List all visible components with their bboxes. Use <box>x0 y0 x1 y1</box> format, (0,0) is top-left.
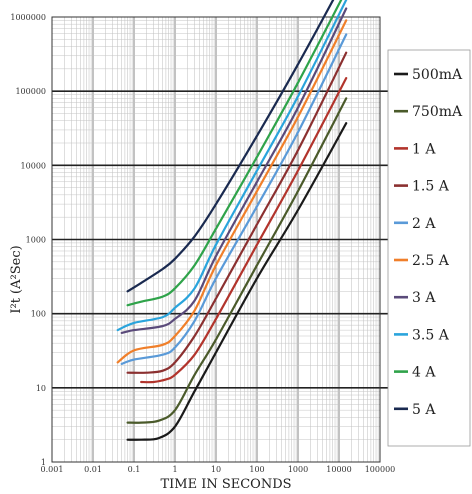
series-line-3a <box>120 7 348 334</box>
tick-labels: 0.001 0.01 0.1 1 10 100 1000 10000 100000 1 10 100 1… <box>10 13 395 474</box>
x-axis-title: TIME IN SECONDS <box>160 477 291 492</box>
x-tick-label: 1 <box>172 465 177 474</box>
legend-label: 1 A <box>412 141 436 157</box>
series-line-5a <box>126 0 335 293</box>
legend-box <box>387 49 471 447</box>
y-tick-label: 1000 <box>26 236 46 245</box>
x-tick-label: 0.01 <box>84 465 102 474</box>
y-axis-title: I²t (A²Sec) <box>9 245 24 313</box>
y-tick-label: 100000 <box>15 87 46 96</box>
y-tick-label: 1 <box>41 458 46 467</box>
x-tick-label: 0.001 <box>41 465 64 474</box>
series-line-750ma <box>126 97 348 424</box>
y-tick-label: 1000000 <box>10 13 46 22</box>
legend-label: 1.5 A <box>412 179 450 195</box>
x-tick-label: 100000 <box>365 465 396 474</box>
series-line-3.5a <box>116 0 348 332</box>
y-tick-label: 10 <box>36 384 46 393</box>
legend: 500mA 750mA 1 A 1.5 A 2 A 2.5 A 3 A 3.5 A 4 A 5 A <box>394 67 463 418</box>
series-lines <box>116 0 348 441</box>
legend-label: 750mA <box>412 104 463 120</box>
series-line-500ma <box>126 122 348 441</box>
x-tick-label: 1000 <box>288 465 308 474</box>
series-line-1a <box>140 77 348 384</box>
series-line-2a <box>120 33 348 365</box>
y-tick-label: 10000 <box>21 161 46 170</box>
series-line-2.5a <box>116 19 348 364</box>
series-line-4a <box>126 0 343 307</box>
legend-label: 2 A <box>412 216 436 232</box>
x-tick-label: 100 <box>249 465 264 474</box>
x-tick-label: 10000 <box>326 465 351 474</box>
x-tick-label: 0.1 <box>128 465 141 474</box>
legend-label: 4 A <box>412 365 436 381</box>
plot-frame <box>51 16 381 463</box>
legend-label: 2.5 A <box>412 253 450 269</box>
legend-label: 3 A <box>412 290 436 306</box>
series-line-1.5a <box>126 51 348 374</box>
y-tick-label: 100 <box>31 310 46 319</box>
legend-label: 3.5 A <box>412 327 450 343</box>
legend-label: 5 A <box>412 402 436 418</box>
legend-label: 500mA <box>412 67 463 83</box>
x-tick-label: 10 <box>211 465 221 474</box>
